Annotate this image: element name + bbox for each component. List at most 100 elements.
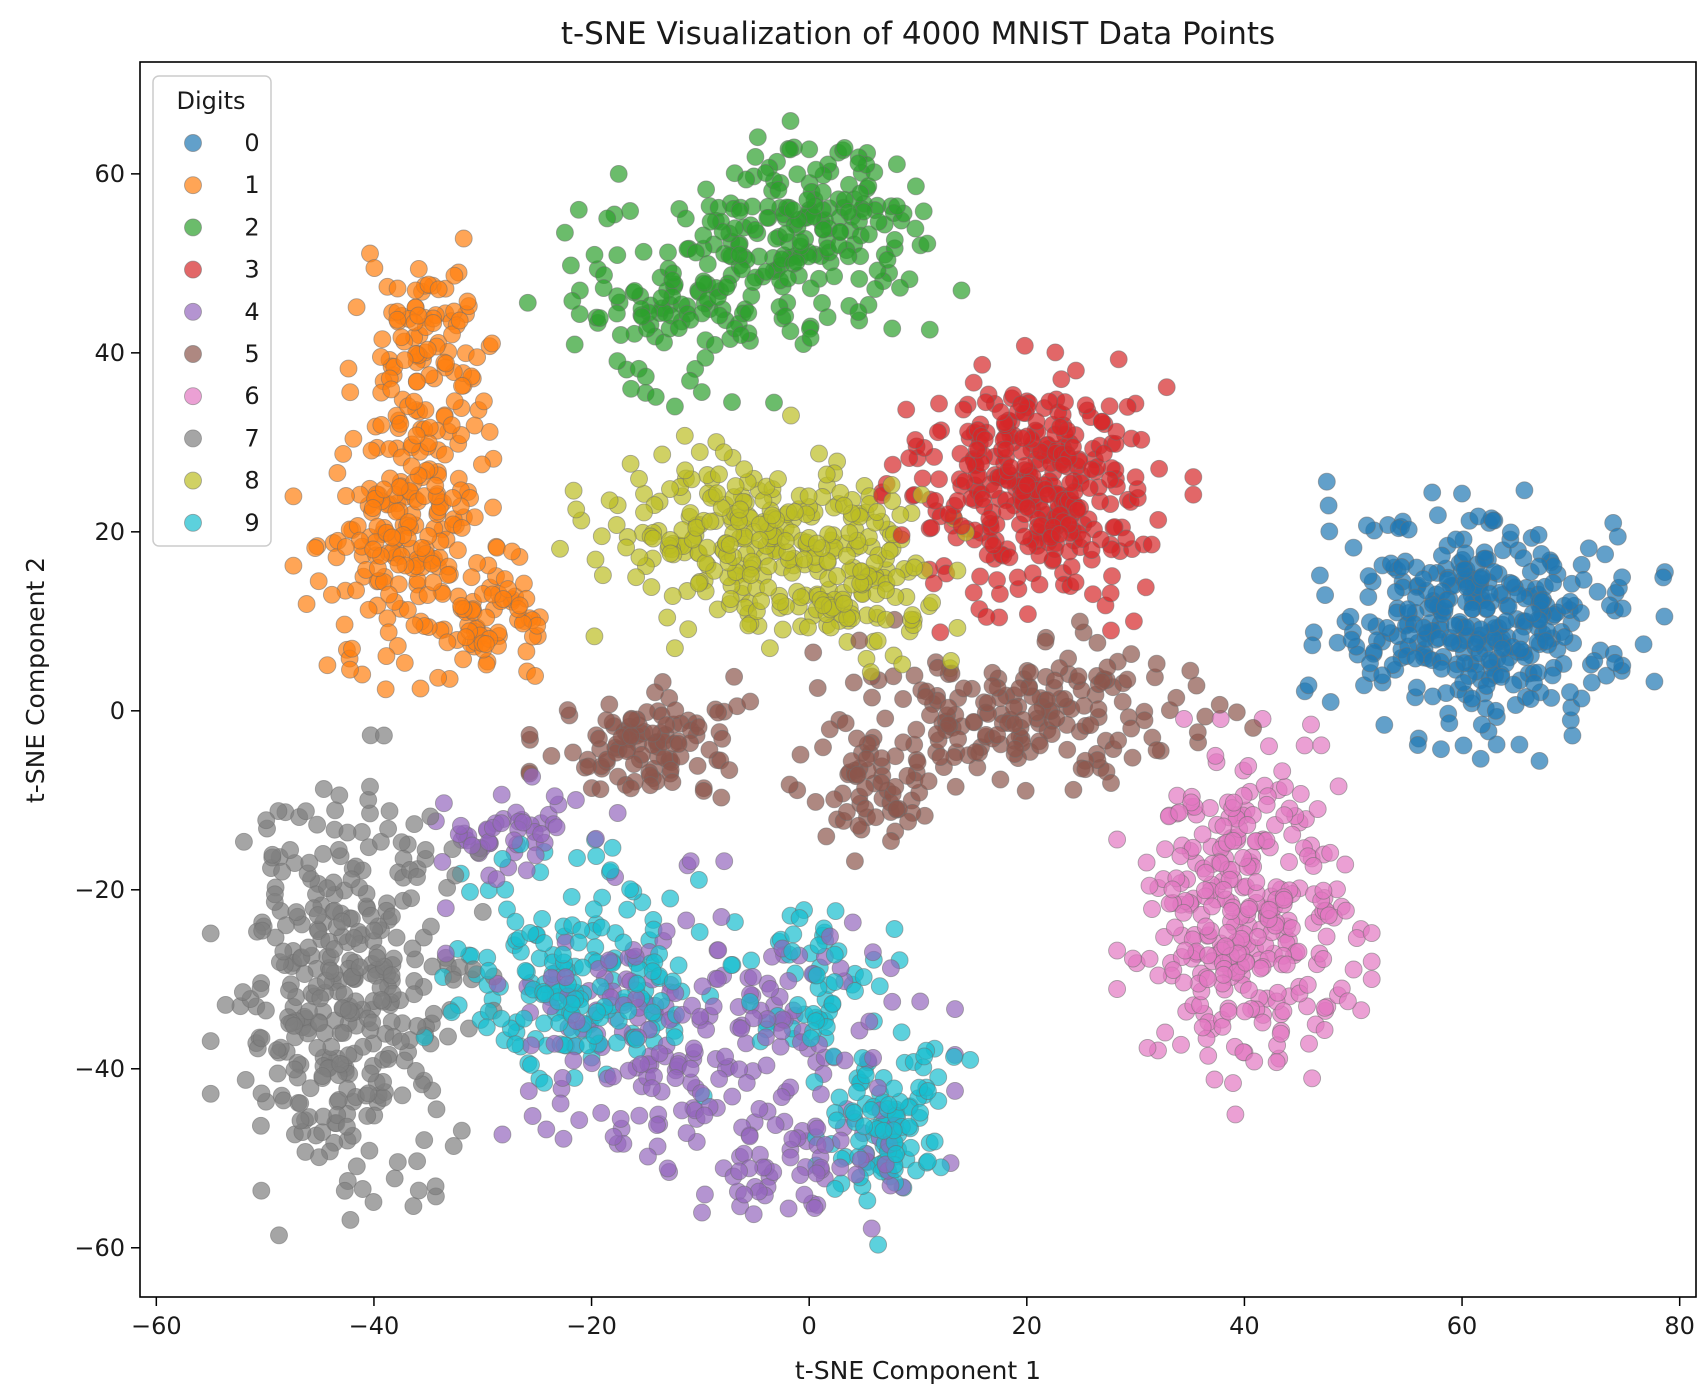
- point-digit-9: [879, 1095, 898, 1114]
- point-digit-5: [954, 679, 973, 698]
- point-digit-6: [1108, 941, 1127, 960]
- point-digit-4: [779, 1199, 798, 1218]
- point-digit-7: [385, 1169, 404, 1188]
- point-digit-9: [601, 861, 620, 880]
- point-digit-7: [444, 970, 463, 989]
- point-digit-1: [335, 615, 354, 634]
- point-digit-5: [808, 679, 827, 697]
- point-digit-1: [309, 572, 328, 591]
- point-digit-2: [849, 303, 868, 322]
- point-digit-4: [630, 1106, 649, 1125]
- point-digit-3: [892, 526, 911, 545]
- point-digit-8: [948, 618, 967, 637]
- point-digit-2: [878, 250, 897, 269]
- point-digit-3: [1142, 535, 1161, 554]
- point-digit-6: [1196, 917, 1215, 936]
- point-digit-6: [1253, 1013, 1272, 1032]
- point-digit-5: [600, 695, 619, 714]
- point-digit-7: [273, 862, 292, 881]
- point-digit-8: [585, 627, 604, 646]
- point-digit-5: [1210, 695, 1229, 714]
- point-digit-9: [669, 956, 688, 975]
- point-digit-8: [689, 574, 708, 593]
- y-tick-label: 60: [94, 160, 125, 188]
- point-digit-3: [1100, 470, 1119, 489]
- point-digit-7: [446, 866, 465, 885]
- point-digit-7: [335, 1181, 354, 1200]
- point-digit-1: [439, 566, 458, 584]
- point-digit-5: [641, 776, 660, 795]
- point-digit-2: [744, 273, 763, 292]
- x-tick-label: 80: [1664, 1312, 1695, 1340]
- point-digit-3: [1046, 343, 1065, 362]
- point-digit-3: [976, 393, 995, 412]
- point-digit-6: [1274, 1002, 1293, 1021]
- point-digit-1: [420, 418, 439, 437]
- point-digit-5: [907, 720, 926, 739]
- point-digit-4: [638, 1147, 657, 1166]
- point-digit-9: [603, 838, 622, 857]
- point-digit-6: [1304, 856, 1323, 875]
- point-digit-7: [263, 845, 282, 864]
- point-digit-5: [921, 706, 939, 725]
- point-digit-3: [900, 449, 919, 468]
- point-digit-1: [388, 310, 407, 329]
- point-digit-4: [592, 1103, 611, 1122]
- legend-label-2: 2: [244, 213, 259, 241]
- point-digit-2: [783, 200, 802, 219]
- point-digit-7: [329, 1091, 348, 1109]
- point-digit-0: [1400, 625, 1419, 644]
- point-digit-9: [918, 1082, 937, 1100]
- point-digit-9: [663, 972, 682, 991]
- point-digit-9: [742, 951, 761, 970]
- x-tick-label: 0: [802, 1312, 817, 1340]
- point-digit-0: [1310, 566, 1329, 585]
- point-digit-0: [1428, 506, 1447, 525]
- point-digit-4: [744, 1009, 763, 1028]
- point-digit-4: [648, 1116, 666, 1135]
- point-digit-0: [1399, 520, 1418, 539]
- point-digit-4: [862, 1219, 881, 1238]
- point-digit-6: [1123, 949, 1142, 968]
- point-digit-8: [868, 503, 886, 521]
- point-digit-7: [274, 1091, 293, 1110]
- point-digit-5: [712, 788, 731, 807]
- point-digit-2: [746, 147, 765, 166]
- point-digit-5: [927, 725, 946, 744]
- point-digit-1: [318, 656, 337, 675]
- point-digit-7: [310, 1014, 329, 1032]
- point-digit-5: [1047, 709, 1066, 728]
- point-digit-0: [1608, 527, 1627, 546]
- point-digit-3: [952, 517, 971, 535]
- point-digit-4: [847, 1165, 866, 1184]
- point-digit-0: [1359, 567, 1378, 586]
- point-digit-7: [380, 802, 399, 821]
- point-digit-7: [367, 948, 386, 967]
- point-digit-5: [825, 790, 844, 809]
- point-digit-4: [869, 1078, 887, 1097]
- point-digit-2: [609, 164, 628, 183]
- point-digit-8: [726, 477, 745, 496]
- x-tick-label: 40: [1229, 1312, 1260, 1340]
- point-digit-8: [807, 534, 826, 553]
- point-digit-6: [1193, 825, 1212, 844]
- point-digit-0: [1455, 654, 1474, 672]
- point-digit-8: [852, 562, 871, 581]
- point-digit-4: [783, 1130, 802, 1148]
- point-digit-3: [954, 400, 973, 419]
- point-digit-9: [807, 966, 826, 985]
- point-digit-4: [715, 852, 734, 871]
- point-digit-0: [1440, 714, 1459, 733]
- point-digit-7: [423, 957, 442, 976]
- point-digit-0: [1423, 483, 1442, 502]
- point-digit-1: [452, 596, 471, 615]
- point-digit-4: [695, 1106, 714, 1125]
- point-digit-4: [586, 829, 605, 848]
- point-digit-8: [675, 426, 694, 445]
- point-digit-4: [545, 787, 564, 806]
- point-digit-5: [591, 780, 610, 799]
- point-digit-4: [835, 1051, 854, 1070]
- point-digit-1: [371, 347, 390, 366]
- point-digit-4: [433, 852, 452, 871]
- point-digit-6: [1336, 855, 1355, 874]
